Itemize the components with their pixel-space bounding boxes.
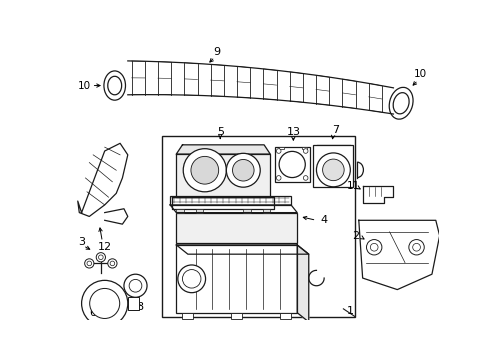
Circle shape bbox=[96, 253, 105, 262]
Bar bbox=[162, 136, 354, 316]
Bar bbox=[170, 195, 290, 205]
Polygon shape bbox=[176, 245, 297, 313]
Polygon shape bbox=[176, 154, 270, 197]
Bar bbox=[176, 213, 297, 243]
Text: 12: 12 bbox=[98, 242, 112, 252]
Bar bbox=[262, 209, 270, 213]
Circle shape bbox=[84, 259, 94, 268]
Circle shape bbox=[303, 149, 307, 153]
Circle shape bbox=[322, 159, 344, 181]
Circle shape bbox=[89, 288, 120, 319]
Bar bbox=[127, 297, 139, 310]
Polygon shape bbox=[297, 245, 308, 322]
Polygon shape bbox=[170, 195, 290, 205]
Text: 3: 3 bbox=[78, 237, 85, 247]
Circle shape bbox=[408, 239, 424, 255]
Text: 9: 9 bbox=[212, 48, 220, 58]
Text: 10: 10 bbox=[413, 69, 426, 79]
Polygon shape bbox=[176, 213, 297, 243]
Circle shape bbox=[183, 149, 226, 192]
Bar bbox=[176, 245, 297, 313]
Circle shape bbox=[366, 239, 381, 255]
Circle shape bbox=[110, 261, 115, 266]
Text: 4: 4 bbox=[320, 215, 327, 225]
Polygon shape bbox=[172, 197, 274, 209]
Bar bbox=[301, 147, 306, 149]
Circle shape bbox=[316, 153, 349, 187]
Text: 1: 1 bbox=[346, 306, 353, 316]
Bar bbox=[280, 313, 290, 319]
Polygon shape bbox=[362, 186, 393, 203]
Circle shape bbox=[123, 274, 147, 297]
Polygon shape bbox=[176, 245, 308, 254]
Text: 2: 2 bbox=[351, 231, 358, 241]
Text: 8: 8 bbox=[136, 302, 142, 311]
Circle shape bbox=[232, 159, 254, 181]
Circle shape bbox=[190, 156, 218, 184]
Polygon shape bbox=[358, 220, 439, 289]
Text: 10: 10 bbox=[77, 81, 90, 91]
Circle shape bbox=[226, 153, 260, 187]
Bar bbox=[274, 147, 309, 182]
Text: 5: 5 bbox=[216, 127, 223, 137]
Bar bbox=[230, 313, 241, 319]
Polygon shape bbox=[78, 143, 127, 216]
Text: 11: 11 bbox=[346, 181, 359, 191]
Circle shape bbox=[87, 261, 91, 266]
Bar bbox=[176, 209, 183, 213]
Text: 7: 7 bbox=[331, 125, 339, 135]
Circle shape bbox=[303, 176, 307, 180]
Text: 13: 13 bbox=[286, 127, 300, 137]
Text: 6: 6 bbox=[89, 308, 97, 318]
Bar bbox=[313, 145, 353, 187]
Polygon shape bbox=[170, 205, 297, 213]
Circle shape bbox=[107, 259, 117, 268]
Bar bbox=[195, 209, 203, 213]
Bar bbox=[243, 209, 250, 213]
Circle shape bbox=[182, 270, 201, 288]
Bar bbox=[278, 147, 284, 149]
Polygon shape bbox=[176, 145, 270, 154]
Circle shape bbox=[276, 176, 281, 180]
Bar bbox=[182, 313, 193, 319]
Circle shape bbox=[129, 279, 142, 292]
Circle shape bbox=[178, 265, 205, 293]
Circle shape bbox=[276, 149, 281, 153]
Polygon shape bbox=[104, 209, 127, 224]
Circle shape bbox=[81, 280, 127, 327]
Circle shape bbox=[412, 243, 420, 251]
Circle shape bbox=[279, 152, 305, 177]
Circle shape bbox=[369, 243, 377, 251]
Circle shape bbox=[99, 255, 103, 260]
